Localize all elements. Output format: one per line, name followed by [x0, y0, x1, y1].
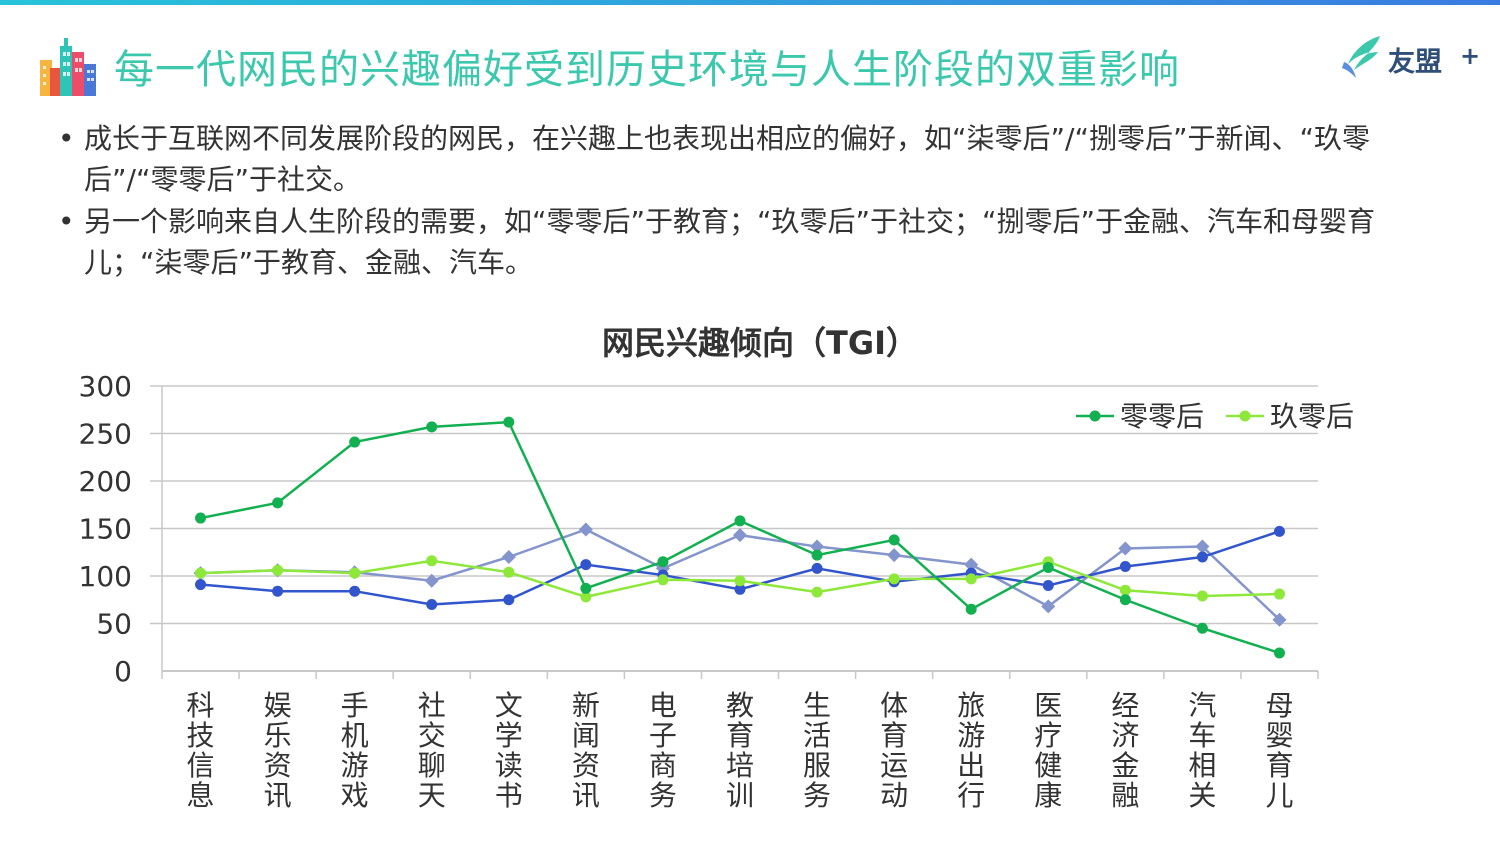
x-tick-label: 生活服务 [803, 689, 831, 812]
page-title: 每一代网民的兴趣偏好受到历史环境与人生阶段的双重影响 [114, 47, 1180, 93]
data-point [734, 515, 746, 527]
data-point [964, 557, 979, 572]
data-point [888, 534, 900, 546]
data-point [272, 497, 284, 509]
data-point [1196, 590, 1208, 602]
data-point [733, 528, 747, 543]
y-tick-label: 0 [114, 655, 132, 688]
y-tick-label: 150 [79, 513, 132, 546]
data-point [734, 575, 746, 587]
bullet-item: • 成长于互联网不同发展阶段的网民，在兴趣上也表现出相应的偏好，如“柒零后”/“… [58, 118, 1458, 200]
chart-area: 网民兴趣倾向（TGI） 0 50 100 150 200 250 300 科技信息 娱乐资讯 手机游… [0, 300, 1500, 844]
data-point [272, 585, 284, 597]
logo-text: 友盟 [1388, 47, 1442, 78]
data-point [195, 579, 207, 591]
y-tick-label: 200 [79, 465, 132, 498]
city-buildings-icon [40, 38, 96, 96]
data-point [734, 583, 746, 595]
data-point [349, 585, 361, 597]
y-tick-label: 250 [79, 418, 132, 451]
x-tick-label: 经济金融 [1111, 689, 1139, 812]
data-point [1119, 561, 1131, 572]
data-point [503, 594, 515, 606]
umeng-logo: 友盟 + [1340, 34, 1480, 80]
data-point [965, 573, 977, 585]
data-point [1119, 584, 1131, 596]
data-point [272, 564, 284, 576]
y-tick-label: 50 [96, 608, 132, 641]
x-tick-label: 母婴育儿 [1265, 689, 1293, 812]
data-point [657, 574, 669, 586]
data-point [426, 599, 438, 610]
x-tick-label: 体育运动 [880, 689, 908, 812]
data-point [349, 567, 361, 579]
y-tick-label: 100 [79, 560, 132, 593]
data-point [1196, 622, 1208, 634]
x-tick-label: 旅游出行 [957, 689, 985, 812]
data-point [580, 582, 592, 594]
legend-marker [1089, 410, 1101, 422]
x-tick-label: 文学读书 [495, 689, 523, 812]
x-tick-label: 新闻资讯 [572, 689, 600, 812]
data-point [424, 573, 439, 588]
x-tick-label: 教育培训 [726, 689, 754, 812]
data-point [195, 567, 207, 579]
x-tick-label: 电子商务 [649, 689, 677, 812]
data-point [1042, 561, 1054, 573]
data-point [426, 421, 438, 433]
data-point [811, 562, 823, 574]
data-point [1042, 580, 1054, 591]
x-tick-label: 医疗健康 [1034, 689, 1062, 812]
data-point [965, 603, 977, 615]
bullet-text: 另一个影响来自人生阶段的需要，如“零零后”于教育；“玖零后”于社交；“捌零后”于… [84, 205, 1376, 279]
top-accent-bar [0, 0, 1500, 5]
data-point [580, 559, 592, 571]
data-point [195, 512, 207, 524]
data-point [1273, 525, 1285, 537]
x-tick-label: 手机游戏 [341, 689, 369, 812]
data-point [1118, 541, 1133, 556]
data-point [1196, 551, 1208, 563]
legend-marker [1239, 410, 1251, 422]
data-point [810, 539, 825, 554]
x-tick-label: 社交聊天 [418, 689, 446, 812]
data-point [349, 436, 361, 448]
data-point [503, 416, 515, 428]
logo-plus: + [1460, 42, 1481, 70]
data-point [1273, 588, 1285, 600]
data-point [1272, 612, 1287, 627]
series-line [200, 528, 1281, 621]
x-tick-label: 科技信息 [187, 689, 215, 812]
data-point [1273, 647, 1285, 659]
y-tick-label: 300 [79, 370, 132, 403]
feather-logo-icon [1342, 36, 1380, 78]
data-point [657, 556, 669, 568]
data-point [580, 591, 592, 603]
data-point [811, 549, 823, 561]
x-tick-label: 娱乐资讯 [264, 689, 292, 812]
data-point [1041, 599, 1056, 614]
bullet-marker: • [58, 122, 75, 155]
bullet-item: • 另一个影响来自人生阶段的需要，如“零零后”于教育；“玖零后”于社交；“捌零后… [58, 201, 1458, 283]
tgi-line-chart: 网民兴趣倾向（TGI） 0 50 100 150 200 250 300 科技信息 娱乐资讯 手机游… [79, 324, 1354, 812]
data-point [887, 548, 902, 563]
bullet-marker: • [58, 205, 75, 238]
data-point [888, 573, 900, 585]
data-point [501, 550, 516, 564]
data-point [1119, 594, 1131, 606]
legend-label: 零零后 [1120, 400, 1204, 433]
data-point [503, 566, 515, 578]
bullet-text: 成长于互联网不同发展阶段的网民，在兴趣上也表现出相应的偏好，如“柒零后”/“捌零… [84, 122, 1370, 196]
data-point [578, 522, 593, 537]
data-point [811, 586, 823, 598]
data-point [1195, 539, 1210, 554]
chart-title: 网民兴趣倾向（TGI） [602, 324, 918, 362]
legend-label: 玖零后 [1270, 400, 1354, 433]
data-point [426, 555, 438, 567]
bullet-list: • 成长于互联网不同发展阶段的网民，在兴趣上也表现出相应的偏好，如“柒零后”/“… [58, 118, 1458, 284]
x-tick-label: 汽车相关 [1188, 689, 1216, 812]
